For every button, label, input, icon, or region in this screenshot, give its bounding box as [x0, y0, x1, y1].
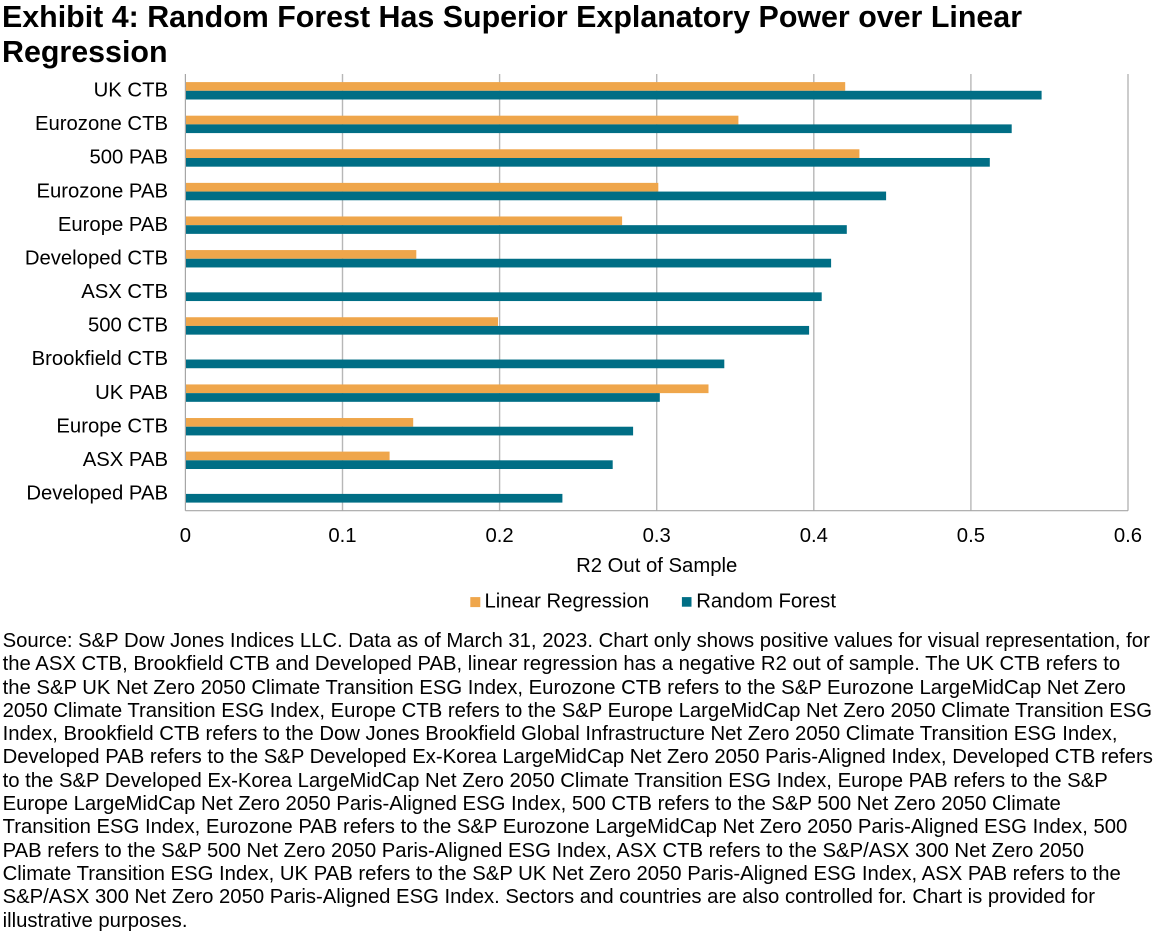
svg-text:0.1: 0.1	[328, 525, 356, 547]
svg-text:Developed CTB: Developed CTB	[25, 248, 168, 270]
svg-text:R2 Out of Sample: R2 Out of Sample	[576, 555, 737, 577]
svg-text:0.2: 0.2	[485, 525, 513, 547]
svg-text:Developed PAB: Developed PAB	[26, 483, 168, 505]
svg-text:0: 0	[180, 525, 191, 547]
svg-text:0.3: 0.3	[643, 525, 671, 547]
svg-text:Linear Regression: Linear Regression	[485, 590, 650, 612]
svg-text:0.6: 0.6	[1114, 525, 1142, 547]
svg-text:500 CTB: 500 CTB	[88, 315, 168, 337]
svg-text:Random Forest: Random Forest	[696, 590, 836, 612]
svg-text:ASX CTB: ASX CTB	[81, 281, 168, 303]
svg-text:0.5: 0.5	[957, 525, 985, 547]
svg-text:Eurozone CTB: Eurozone CTB	[35, 113, 168, 135]
svg-text:Eurozone PAB: Eurozone PAB	[36, 180, 168, 202]
svg-text:UK PAB: UK PAB	[95, 382, 168, 404]
svg-text:ASX PAB: ASX PAB	[83, 449, 168, 471]
svg-text:500 PAB: 500 PAB	[89, 147, 168, 169]
svg-text:0.4: 0.4	[800, 525, 828, 547]
svg-text:Brookfield CTB: Brookfield CTB	[32, 348, 168, 370]
svg-text:Europe CTB: Europe CTB	[56, 415, 168, 437]
svg-text:UK CTB: UK CTB	[94, 80, 168, 102]
svg-text:Europe PAB: Europe PAB	[58, 214, 168, 236]
